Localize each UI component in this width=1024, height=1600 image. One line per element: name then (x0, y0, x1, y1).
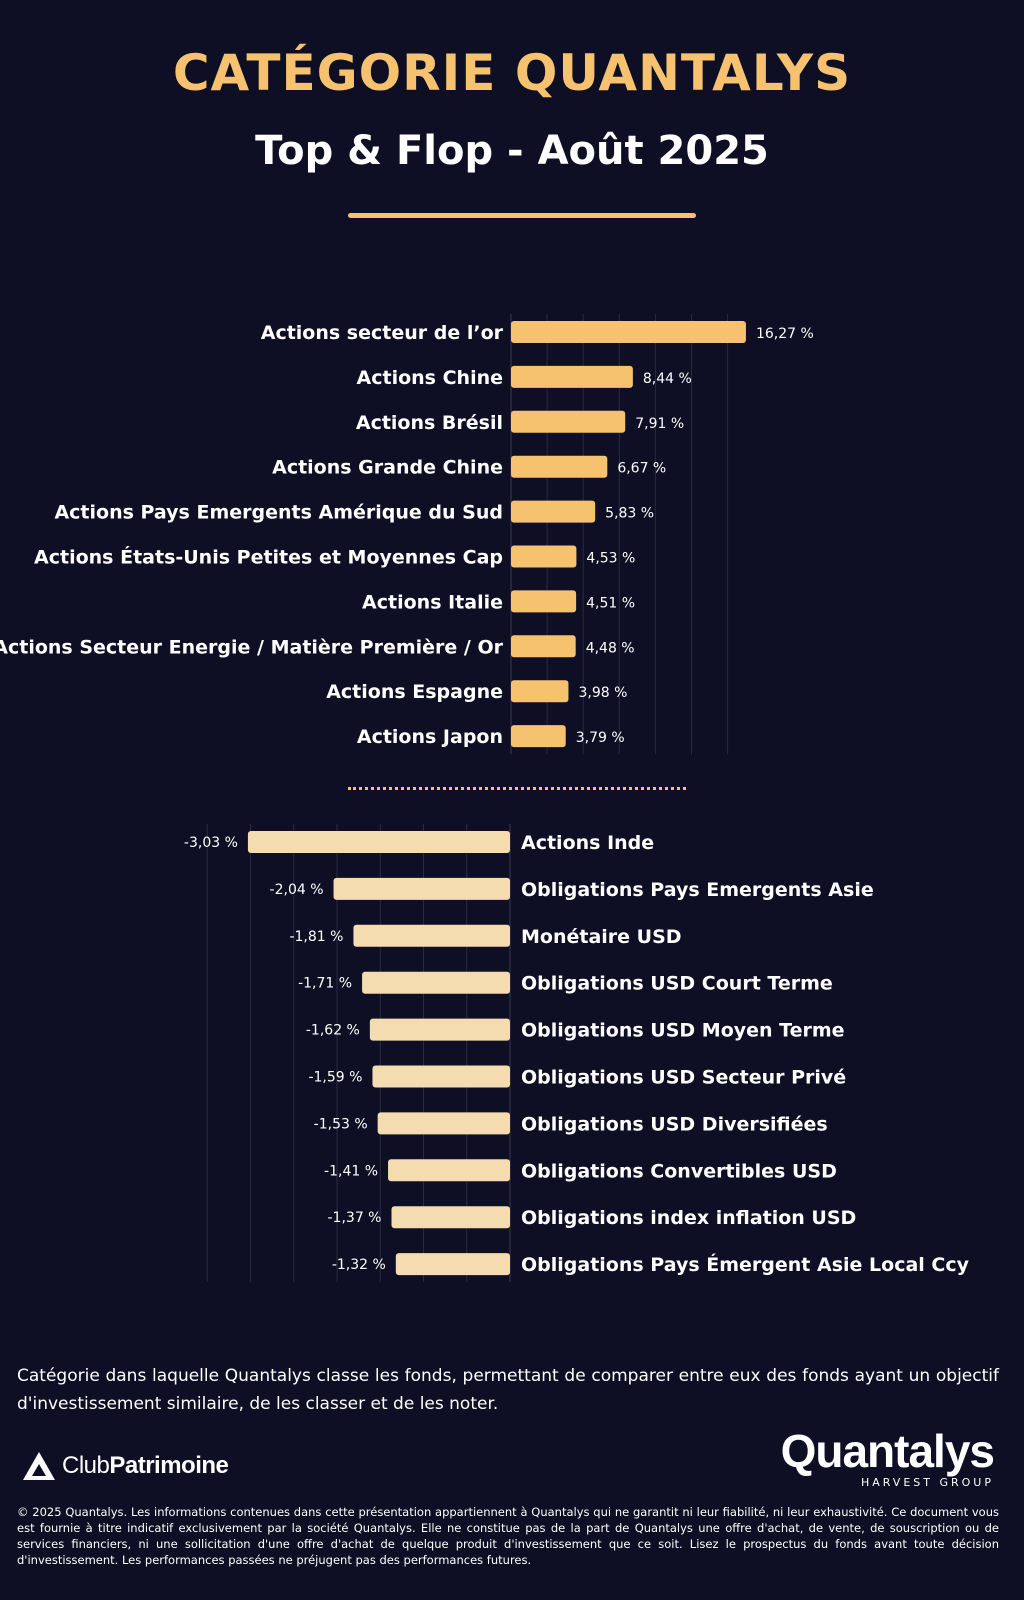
section-divider (348, 787, 686, 790)
flop-bar (353, 924, 510, 947)
flop-bar (388, 1159, 510, 1182)
flop-category-label: Obligations Pays Emergents Asie (521, 879, 874, 901)
top-value-label: 5,83 % (605, 506, 654, 522)
flop-bar (247, 831, 510, 853)
top-value-label: 7,91 % (635, 416, 684, 432)
top-value-label: 8,44 % (643, 371, 692, 387)
flop-value-label: -1,62 % (306, 1023, 360, 1039)
flop-bar (395, 1253, 510, 1276)
flop-value-label: -1,71 % (298, 976, 352, 992)
quantalys-logo-text: Quantalys (780, 1425, 995, 1477)
top-category-label: Actions secteur de l’or (261, 322, 504, 344)
top-bar (511, 545, 577, 568)
flop-value-label: -1,81 % (289, 929, 343, 945)
top-category-label: Actions États-Unis Petites et Moyennes C… (34, 546, 503, 569)
top-category-label: Actions Japon (357, 726, 503, 748)
flop-category-label: Obligations USD Diversifiées (521, 1113, 828, 1135)
page-title: CATÉGORIE QUANTALYS (172, 44, 852, 102)
page-subtitle: Top & Flop - Août 2025 (255, 128, 769, 174)
top-category-label: Actions Italie (362, 591, 503, 613)
flop-value-label: -1,32 % (332, 1257, 386, 1273)
top-category-label: Actions Brésil (356, 412, 503, 434)
top-bar (511, 590, 577, 613)
flop-bar (369, 1018, 510, 1041)
flop-value-label: -1,41 % (324, 1163, 378, 1179)
top-category-label: Actions Chine (357, 367, 503, 389)
top-value-label: 4,48 % (586, 640, 635, 656)
footnote: Catégorie dans laquelle Quantalys classe… (17, 1366, 999, 1414)
flop-category-label: Obligations USD Court Terme (521, 973, 833, 995)
quantalys-logo-tagline: HARVEST GROUP (860, 1476, 994, 1489)
top-bar (511, 725, 566, 748)
flop-gridlines (206, 824, 468, 1283)
top-value-label: 3,98 % (578, 685, 627, 701)
top-flop-chart: Actions secteur de l’or 16,27 % Actions Ch… (0, 314, 970, 1283)
flop-value-label: -2,04 % (270, 882, 324, 898)
top-bar (511, 455, 608, 478)
top-value-label: 6,67 % (617, 461, 666, 477)
top-bar (511, 500, 596, 523)
legal-disclaimer: © 2025 Quantalys. Les informations conte… (17, 1505, 999, 1567)
quantalys-logo: Quantalys HARVEST GROUP (780, 1425, 995, 1489)
flop-bar (333, 877, 510, 900)
clubpatrimoine-logo-icon (23, 1452, 55, 1480)
flop-bar (372, 1065, 510, 1088)
top-category-label: Actions Espagne (326, 681, 503, 703)
top-bar (511, 321, 746, 343)
top-bar (511, 680, 569, 703)
flop-value-label: -3,03 % (184, 835, 238, 851)
top-value-label: 4,53 % (586, 551, 635, 567)
flop-value-label: -1,59 % (308, 1070, 362, 1086)
clubpatrimoine-logo-text: ClubPatrimoine (62, 1452, 229, 1480)
flop-bar (391, 1206, 510, 1229)
flop-category-label: Obligations index inflation USD (521, 1207, 856, 1229)
top-category-label: Actions Grande Chine (272, 457, 503, 479)
flop-category-label: Obligations Pays Émergent Asie Local Ccy (521, 1253, 970, 1276)
flop-bar (377, 1112, 510, 1135)
flop-category-label: Obligations Convertibles USD (521, 1160, 837, 1182)
top-category-label: Actions Secteur Energie / Matière Premiè… (0, 636, 504, 658)
top-value-label: 16,27 % (756, 326, 814, 342)
top-category-label: Actions Pays Emergents Amérique du Sud (54, 502, 503, 524)
flop-category-label: Obligations USD Moyen Terme (521, 1020, 845, 1042)
flop-category-label: Actions Inde (521, 832, 654, 854)
flop-category-label: Obligations USD Secteur Privé (521, 1067, 846, 1089)
flop-value-label: -1,37 % (328, 1210, 382, 1226)
title-underline (348, 213, 696, 218)
top-value-label: 3,79 % (576, 730, 625, 746)
top-value-label: 4,51 % (586, 595, 635, 611)
logo-text-club: Club (62, 1452, 110, 1479)
top-bar (511, 410, 626, 433)
flop-bar (362, 971, 510, 994)
flop-category-label: Monétaire USD (521, 926, 682, 948)
flop-value-label: -1,53 % (314, 1116, 368, 1132)
top-bar (511, 365, 633, 388)
logo-text-patrimoine: Patrimoine (109, 1452, 229, 1479)
top-bar (511, 635, 576, 658)
clubpatrimoine-logo: ClubPatrimoine (22, 1446, 229, 1486)
